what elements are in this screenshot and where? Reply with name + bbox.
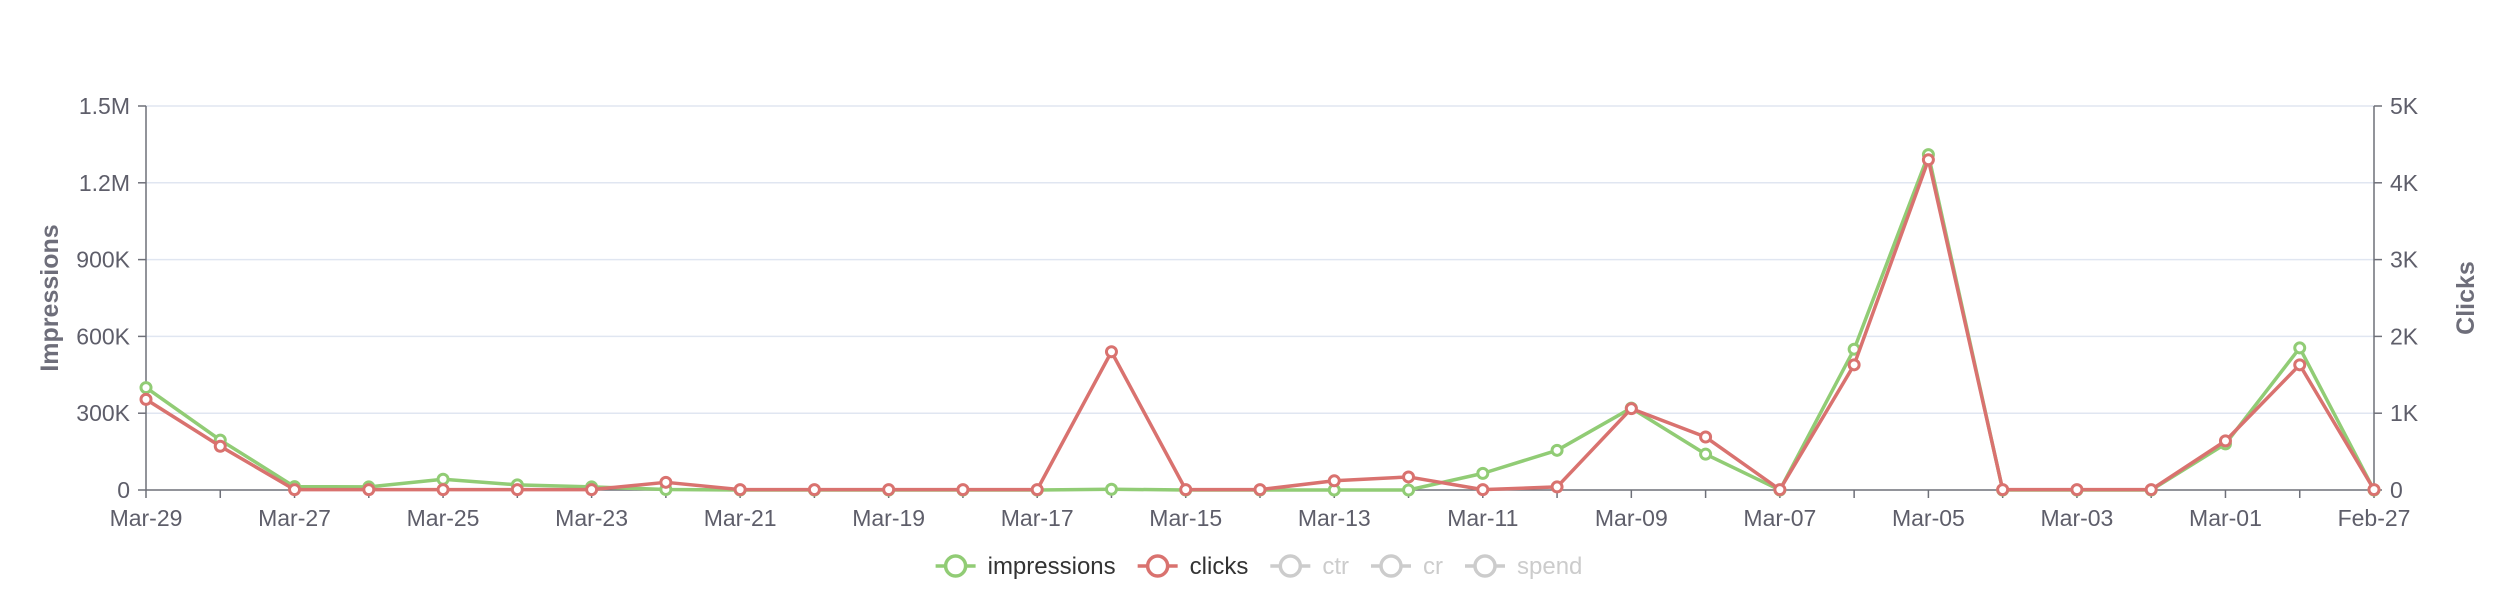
data-point-impressions[interactable]: [1699, 447, 1713, 461]
legend-item-cr[interactable]: cr: [1371, 553, 1443, 580]
x-tick-label: Mar-13: [1298, 505, 1371, 531]
data-point-clicks[interactable]: [436, 483, 450, 497]
y-left-tick-label: 0: [117, 477, 130, 503]
x-tick-label: Mar-15: [1149, 505, 1222, 531]
legend-marker-icon: [1473, 554, 1497, 578]
data-point-clicks[interactable]: [733, 483, 747, 497]
data-point-clicks[interactable]: [1624, 402, 1638, 416]
legend-item-clicks[interactable]: clicks: [1137, 553, 1249, 580]
legend-label: spend: [1517, 553, 1582, 580]
legend-item-impressions[interactable]: impressions: [935, 553, 1116, 580]
legend-marker-icon: [1278, 554, 1303, 578]
data-point-clicks[interactable]: [2367, 483, 2381, 497]
legend-label: impressions: [988, 553, 1116, 580]
data-point-clicks[interactable]: [1699, 430, 1713, 444]
x-tick-label: Mar-29: [110, 505, 183, 531]
x-tick-label: Mar-07: [1743, 505, 1816, 531]
data-point-clicks[interactable]: [1921, 153, 1935, 167]
data-point-impressions[interactable]: [1104, 482, 1118, 496]
legend-marker-icon: [1379, 554, 1403, 578]
data-point-clicks[interactable]: [1773, 483, 1787, 497]
legend[interactable]: impressions clicks ctr cr spend: [935, 553, 1583, 580]
series-line-clicks: [145, 158, 2376, 492]
x-tick-label: Mar-01: [2189, 505, 2262, 531]
y-right-tick-label: 1K: [2390, 400, 2419, 426]
legend-label: ctr: [1322, 553, 1349, 580]
data-point-clicks[interactable]: [585, 483, 599, 497]
data-point-clicks[interactable]: [1847, 358, 1861, 372]
data-point-clicks[interactable]: [807, 483, 821, 497]
data-point-impressions[interactable]: [1476, 466, 1490, 480]
series-impressions: [139, 148, 2381, 497]
series-clicks: [139, 153, 2381, 497]
data-point-clicks[interactable]: [139, 392, 153, 406]
legend-marker-icon: [943, 554, 968, 578]
data-point-impressions[interactable]: [436, 472, 450, 486]
data-point-clicks[interactable]: [213, 439, 227, 453]
data-point-impressions[interactable]: [1402, 483, 1416, 497]
y-left-tick-label: 1.2M: [79, 170, 130, 196]
data-point-clicks[interactable]: [2218, 434, 2232, 448]
data-point-clicks[interactable]: [1402, 470, 1416, 484]
x-tick-label: Mar-27: [258, 505, 331, 531]
data-point-clicks[interactable]: [510, 483, 524, 497]
x-tick-label: Mar-11: [1447, 505, 1518, 531]
y-right-tick-label: 2K: [2390, 323, 2419, 349]
gridlines: [146, 105, 2374, 414]
x-tick-label: Feb-27: [2338, 505, 2411, 531]
legend-marker-icon: [1145, 554, 1170, 578]
data-point-clicks[interactable]: [1179, 483, 1193, 497]
x-tick-label: Mar-21: [704, 505, 777, 531]
data-point-clicks[interactable]: [1996, 483, 2010, 497]
data-point-impressions[interactable]: [139, 381, 153, 395]
data-point-clicks[interactable]: [1030, 483, 1044, 497]
x-tick-label: Mar-17: [1001, 505, 1074, 531]
data-point-clicks[interactable]: [1253, 483, 1267, 497]
legend-label: clicks: [1190, 553, 1249, 580]
y-right-tick-label: 3K: [2390, 247, 2419, 273]
legend-item-spend[interactable]: spend: [1465, 553, 1582, 580]
y-left-tick-label: 300K: [76, 400, 130, 426]
data-point-clicks[interactable]: [882, 483, 896, 497]
series-line-impressions: [144, 152, 2376, 492]
legend-label: cr: [1423, 553, 1443, 580]
data-point-clicks[interactable]: [1476, 483, 1490, 497]
data-point-clicks[interactable]: [659, 475, 673, 489]
data-point-impressions[interactable]: [2293, 341, 2307, 355]
x-tick-label: Mar-23: [555, 505, 628, 531]
data-point-clicks[interactable]: [2070, 483, 2084, 497]
y-right-tick-label: 0: [2390, 477, 2403, 503]
data-point-clicks[interactable]: [1327, 474, 1341, 488]
y-left-tick-label: 1.5M: [79, 93, 130, 119]
data-point-clicks[interactable]: [956, 483, 970, 497]
y-left-tick-label: 600K: [76, 323, 130, 349]
data-point-clicks[interactable]: [288, 483, 302, 497]
data-point-impressions[interactable]: [1550, 443, 1564, 457]
x-tick-label: Mar-09: [1595, 505, 1668, 531]
data-point-clicks[interactable]: [1104, 345, 1118, 359]
x-tick-label: Mar-03: [2041, 505, 2114, 531]
data-point-clicks[interactable]: [2144, 483, 2158, 497]
legend-item-ctr[interactable]: ctr: [1270, 553, 1349, 580]
y-left-tick-label: 900K: [76, 247, 130, 273]
data-point-clicks[interactable]: [362, 483, 376, 497]
x-tick-label: Mar-19: [852, 505, 925, 531]
y-left-axis-title: Impressions: [36, 224, 64, 371]
axes: 0 300K 600K 900K 1.2M 1.5M 0 1K 2K 3K 4K 5K Mar-29 Ma…: [36, 93, 2480, 531]
series: [139, 148, 2381, 497]
y-right-tick-label: 5K: [2390, 93, 2419, 119]
y-right-axis-title: Clicks: [2452, 261, 2480, 335]
x-tick-label: Mar-05: [1892, 505, 1965, 531]
data-point-clicks[interactable]: [2293, 358, 2307, 372]
data-point-clicks[interactable]: [1550, 480, 1564, 494]
y-right-tick-label: 4K: [2390, 170, 2419, 196]
x-tick-label: Mar-25: [407, 505, 480, 531]
